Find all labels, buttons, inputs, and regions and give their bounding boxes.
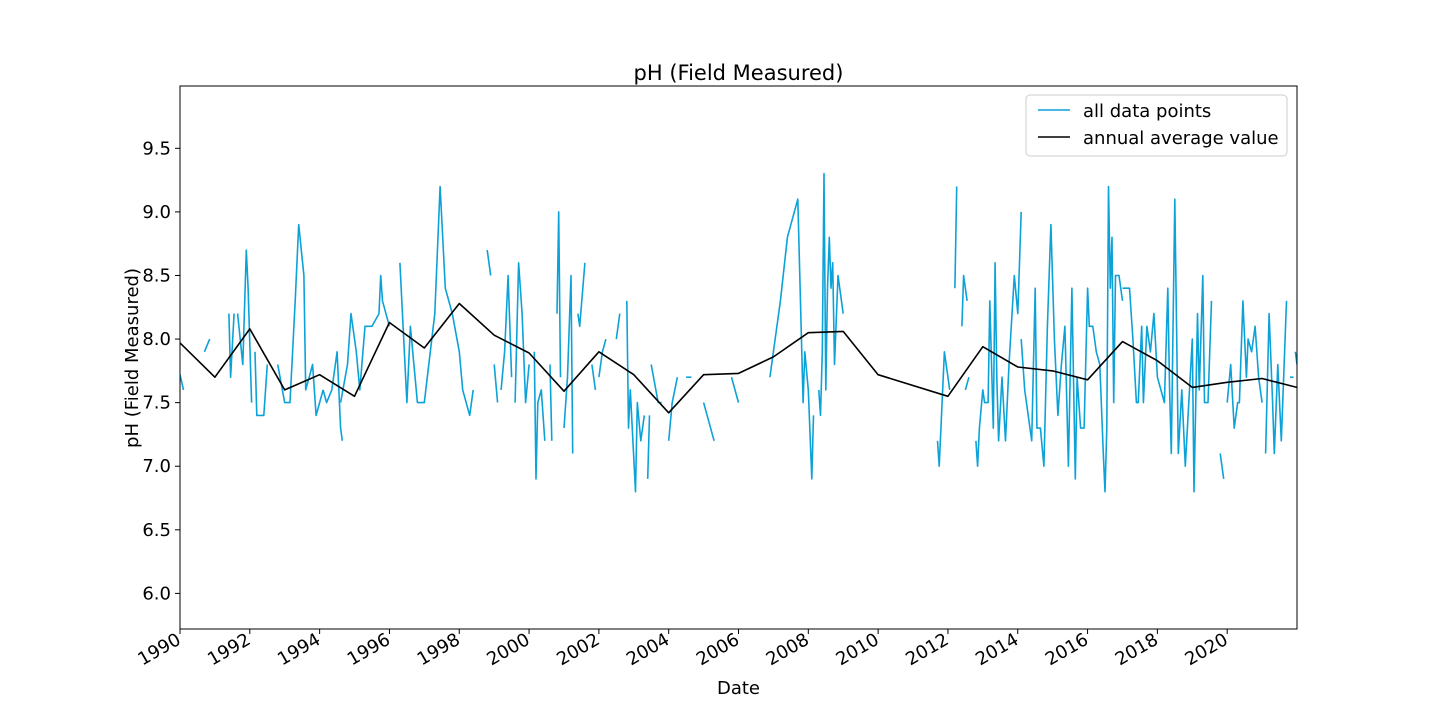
all-data-points-segment <box>486 249 492 276</box>
all-data-points-segment <box>769 198 815 480</box>
all-data-points-segment <box>322 350 344 441</box>
all-data-points-segment <box>667 377 679 441</box>
all-data-points-segment <box>276 223 324 417</box>
all-data-points-segment <box>818 172 844 417</box>
y-tick-label: 6.0 <box>142 583 171 604</box>
series-layer <box>180 172 1297 493</box>
all-data-points-segment <box>646 415 651 479</box>
all-data-points-segment <box>975 211 1022 468</box>
all-data-points-segment <box>254 351 269 417</box>
all-data-points-segment <box>577 262 586 328</box>
all-data-points-segment <box>598 338 607 378</box>
all-data-points-segment <box>180 374 185 391</box>
all-data-points-segment <box>702 402 715 442</box>
legend-box <box>1025 94 1288 157</box>
all-data-points-segment <box>563 274 574 454</box>
all-data-points-segment <box>954 186 958 289</box>
y-axis: 6.0 6.5 7.0 7.5 8.0 8.5 9.0 9.5 <box>142 138 180 604</box>
plot-area <box>179 85 1298 630</box>
all-data-points-segment <box>228 313 235 379</box>
all-data-points-segment <box>533 351 546 480</box>
all-data-points-segment <box>339 274 391 403</box>
all-data-points-segment <box>556 211 562 378</box>
all-data-points-segment <box>615 313 621 340</box>
y-tick-label: 7.5 <box>142 393 171 414</box>
legend-label-annual-average-value: annual average value <box>1083 128 1279 149</box>
y-tick-label: 8.0 <box>142 329 171 350</box>
y-tick-label: 9.0 <box>142 202 171 223</box>
all-data-points-segment <box>591 364 597 391</box>
all-data-points-segment <box>730 376 740 403</box>
y-tick-label: 6.5 <box>142 520 171 541</box>
legend-label-all-data-points: all data points <box>1083 101 1211 122</box>
all-data-points-segment <box>514 261 530 404</box>
chart-title: pH (Field Measured) <box>634 61 844 85</box>
all-data-points-segment <box>1226 300 1263 429</box>
all-data-points-segment <box>236 249 253 403</box>
annual-average-line <box>180 302 1297 414</box>
all-data-points-segment <box>650 364 662 404</box>
y-axis-label: pH (Field Measured) <box>122 268 143 448</box>
y-tick-label: 8.5 <box>142 265 171 286</box>
all-data-points-segment <box>626 300 646 493</box>
y-tick-label: 9.5 <box>142 138 171 159</box>
y-tick-label: 7.0 <box>142 456 171 477</box>
all-data-points-segment <box>500 274 513 390</box>
all-data-points-segment <box>1219 453 1225 480</box>
all-data-points-segment <box>1264 300 1288 455</box>
all-data-points-segment <box>964 376 970 391</box>
all-data-points-segment <box>399 185 474 417</box>
all-data-points-segment <box>936 350 951 468</box>
all-data-points-segment <box>203 338 211 353</box>
all-data-points-segment <box>961 274 968 327</box>
all-data-points-segment <box>493 364 499 403</box>
legend: all data points annual average value <box>1025 94 1288 157</box>
x-axis-label: Date <box>717 678 760 699</box>
